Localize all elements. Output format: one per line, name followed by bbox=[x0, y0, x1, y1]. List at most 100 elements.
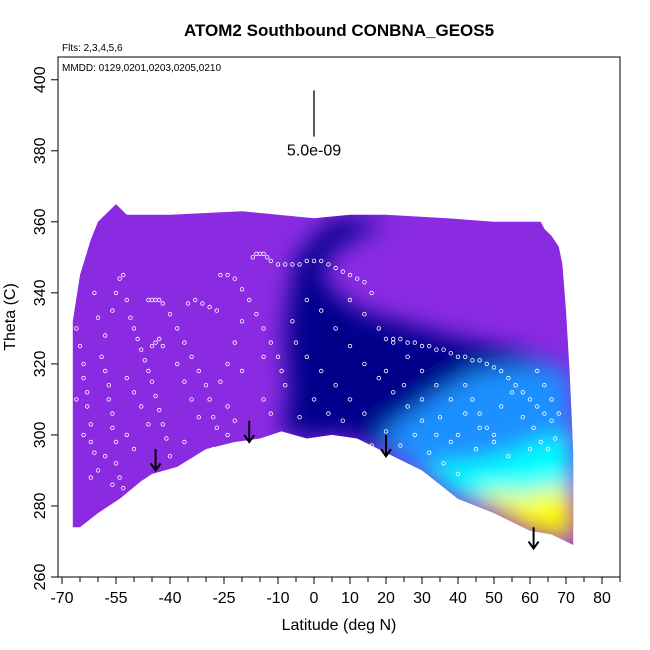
sample-point bbox=[401, 383, 407, 388]
sample-point bbox=[283, 383, 288, 388]
sample-point bbox=[463, 383, 468, 388]
sample-point bbox=[333, 265, 338, 271]
sample-point bbox=[214, 308, 219, 313]
x-tick-label: -55 bbox=[104, 590, 127, 607]
sample-point bbox=[290, 262, 295, 267]
sample-point bbox=[283, 262, 288, 267]
sample-point bbox=[491, 439, 497, 445]
sample-point bbox=[106, 383, 111, 388]
sample-point bbox=[124, 375, 129, 381]
y-tick-label: 380 bbox=[32, 137, 49, 164]
sample-point bbox=[362, 312, 367, 317]
sample-point bbox=[95, 315, 101, 320]
scale-label: 5.0e-09 bbox=[287, 143, 341, 160]
sample-point bbox=[333, 326, 338, 331]
sample-point bbox=[110, 482, 115, 487]
sample-point bbox=[463, 411, 468, 416]
sample-point bbox=[232, 276, 237, 281]
sample-point bbox=[542, 411, 547, 416]
sample-point bbox=[110, 411, 115, 416]
sample-point bbox=[538, 439, 543, 445]
sample-point bbox=[304, 258, 309, 264]
x-axis: -70 -55 -40 -25 -10 0 10 20 30 40 50 60 70 80 bbox=[50, 577, 621, 607]
sample-point bbox=[131, 326, 137, 331]
sample-point bbox=[182, 340, 187, 345]
sample-point bbox=[347, 297, 353, 303]
sample-point bbox=[200, 301, 205, 306]
sample-point bbox=[174, 326, 180, 331]
sample-point bbox=[340, 418, 345, 423]
sample-point bbox=[146, 368, 151, 374]
sample-point bbox=[297, 415, 302, 420]
sample-point bbox=[355, 276, 360, 281]
arrow-head bbox=[243, 434, 256, 444]
sample-point bbox=[304, 297, 309, 303]
sample-point bbox=[362, 280, 367, 285]
x-tick-label: -70 bbox=[50, 590, 73, 607]
sample-point bbox=[319, 258, 324, 264]
sample-point bbox=[448, 351, 453, 356]
sample-point bbox=[362, 361, 367, 367]
sample-point bbox=[412, 432, 417, 438]
sample-point bbox=[106, 397, 111, 402]
sample-point bbox=[149, 343, 155, 349]
sample-point bbox=[232, 418, 237, 423]
sample-point bbox=[160, 343, 165, 349]
sample-point bbox=[383, 336, 389, 342]
sample-point bbox=[261, 326, 266, 331]
sample-point bbox=[167, 312, 173, 317]
y-tick-label: 400 bbox=[32, 66, 49, 93]
sample-point bbox=[84, 390, 90, 395]
sample-point bbox=[153, 393, 158, 399]
sample-point bbox=[333, 383, 338, 388]
x-tick-label: 30 bbox=[413, 590, 431, 607]
sample-point bbox=[275, 354, 281, 359]
dates-note: MMDD: 0129,0201,0203,0205,0210 bbox=[62, 63, 221, 74]
sample-point bbox=[131, 446, 137, 452]
sample-point bbox=[239, 319, 245, 324]
sample-point bbox=[441, 347, 446, 352]
sample-point bbox=[81, 361, 86, 367]
sample-point bbox=[553, 436, 558, 441]
sample-point bbox=[405, 340, 410, 345]
arrows-group bbox=[149, 420, 540, 551]
sample-point bbox=[88, 422, 93, 427]
sample-point bbox=[113, 461, 119, 466]
sample-point bbox=[92, 450, 97, 455]
sample-point bbox=[326, 411, 331, 416]
sample-point bbox=[110, 308, 115, 313]
sample-point bbox=[88, 475, 93, 480]
sample-point bbox=[225, 361, 230, 367]
sample-point bbox=[491, 432, 497, 438]
sample-point bbox=[113, 439, 119, 445]
sample-point bbox=[210, 415, 216, 420]
sample-point bbox=[549, 397, 554, 402]
sample-point bbox=[531, 425, 536, 430]
sample-point bbox=[506, 375, 511, 381]
sample-point bbox=[376, 326, 381, 331]
sample-point bbox=[142, 358, 147, 363]
x-tick-label: -40 bbox=[158, 590, 181, 607]
sample-point bbox=[319, 368, 324, 374]
x-tick-label: -25 bbox=[212, 590, 235, 607]
sample-point bbox=[347, 272, 353, 278]
sample-point bbox=[441, 461, 446, 466]
sample-point bbox=[232, 340, 237, 345]
sample-point bbox=[268, 258, 273, 264]
chart-title: ATOM2 Southbound CONBNA_GEOS5 bbox=[184, 21, 494, 40]
sample-point bbox=[419, 368, 425, 374]
sample-point bbox=[74, 326, 79, 331]
sample-point bbox=[527, 446, 533, 452]
sample-point bbox=[138, 404, 144, 409]
field-layers bbox=[281, 218, 574, 545]
sample-point bbox=[304, 354, 309, 359]
sample-point bbox=[189, 354, 194, 359]
sample-point bbox=[265, 255, 270, 260]
x-tick-label: 0 bbox=[310, 590, 319, 607]
sample-point bbox=[311, 258, 317, 264]
sample-point bbox=[268, 411, 273, 416]
y-tick-label: 340 bbox=[32, 279, 49, 306]
sample-point bbox=[362, 411, 367, 416]
sample-point bbox=[160, 422, 165, 427]
